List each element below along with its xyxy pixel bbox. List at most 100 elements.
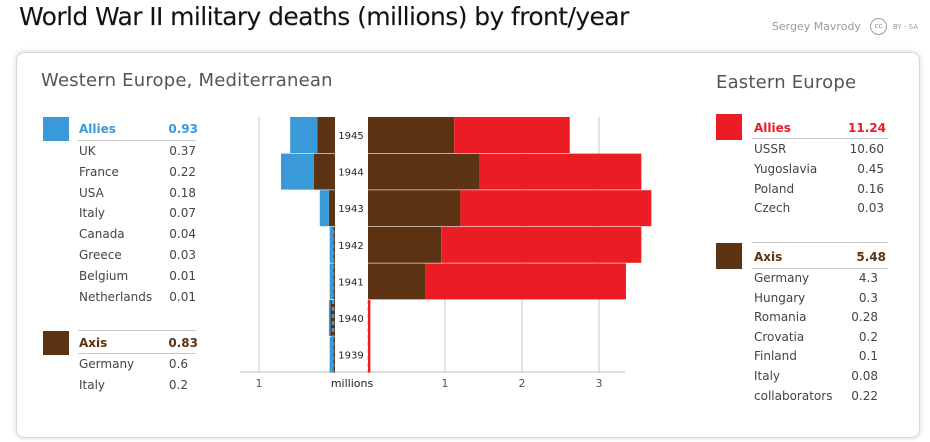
eastern-axis-row-value: 0.3 <box>858 290 878 305</box>
eastern-axis-row-value: 4.3 <box>858 271 878 285</box>
western-axis-bar-1944 <box>313 153 335 190</box>
eastern-axis-row-value: 0.1 <box>858 349 878 364</box>
western-allies-row-label: Greece <box>79 248 122 262</box>
western-allies-divider <box>78 140 196 141</box>
eastern-axis-row-value: 0.28 <box>851 310 878 325</box>
western-axis-underline <box>78 353 196 354</box>
western-axis-swatch <box>43 331 69 355</box>
western-allies-bar-1945 <box>290 117 318 153</box>
western-axis-label: Axis <box>79 336 108 350</box>
western-allies-row-label: Belgium <box>79 268 129 283</box>
license-label: BY - SA <box>892 22 918 31</box>
right-tick-label: 3 <box>596 377 603 390</box>
western-axis-total: 0.83 <box>168 336 198 350</box>
western-allies-row-value: 0.37 <box>169 144 196 158</box>
right-tick-label: 2 <box>519 377 526 390</box>
eastern-allies-row-value: 10.60 <box>849 142 884 156</box>
western-allies-bar-1940 <box>328 300 331 336</box>
western-allies-row-label: USA <box>79 185 104 200</box>
eastern-axis-row-label: Finland <box>754 349 797 364</box>
western-allies-bar-1941 <box>329 263 334 300</box>
author-name: Sergey Mavrody <box>771 20 861 33</box>
eastern-axis-row-label: Hungary <box>754 290 806 305</box>
year-label: 1939 <box>338 351 363 362</box>
western-allies-row-label: Italy <box>79 206 106 221</box>
western-axis-row-label: Germany <box>79 357 135 371</box>
year-label: 1943 <box>338 204 363 215</box>
credit: Sergey Mavrody cc BY - SA <box>772 18 918 35</box>
western-axis-bar-1939 <box>333 336 335 373</box>
eastern-allies-row-label: USSR <box>754 142 787 156</box>
western-allies-bar-1939 <box>329 336 334 373</box>
western-axis-divider <box>78 330 196 331</box>
western-allies-row-value: 0.04 <box>169 227 196 242</box>
western-allies-row-label: France <box>79 164 119 179</box>
creative-commons-icon: cc <box>869 18 887 35</box>
western-axis-bar-1945 <box>317 117 335 153</box>
eastern-axis-bar-1941 <box>368 263 426 300</box>
eastern-allies-divider <box>752 138 888 139</box>
eastern-allies-row-label: Czech <box>754 201 791 216</box>
eastern-axis-bar-1942 <box>368 226 442 263</box>
year-label: 1944 <box>338 168 363 179</box>
year-label: 1940 <box>338 314 363 325</box>
western-allies-bar-1944 <box>281 153 314 190</box>
eastern-axis-row-label: collaborators <box>754 388 833 403</box>
eastern-allies-bar-1943 <box>460 190 652 227</box>
eastern-allies-row-label: Yugoslavia <box>754 161 818 176</box>
western-axis-row-value: 0.6 <box>168 357 188 371</box>
eastern-allies-row-value: 0.16 <box>857 181 884 196</box>
eastern-allies-row-label: Poland <box>754 181 795 196</box>
eastern-axis-bar-1945 <box>368 117 455 153</box>
western-allies-swatch <box>43 117 69 141</box>
x-axis-label: millions <box>331 377 374 390</box>
western-allies-bar-1942 <box>329 226 334 263</box>
eastern-allies-swatch <box>716 114 742 140</box>
western-allies-row-label: Canada <box>79 227 125 242</box>
eastern-allies-bar-1941 <box>425 263 626 300</box>
eastern-axis-total: 5.48 <box>856 250 886 264</box>
eastern-axis-underline <box>752 268 888 269</box>
eastern-allies-row-value: 0.03 <box>857 201 884 216</box>
eastern-axis-swatch <box>716 243 742 269</box>
eastern-allies-bar-1945 <box>454 117 570 153</box>
eastern-axis-row-label: Germany <box>754 271 810 285</box>
western-allies-label: Allies <box>79 122 116 136</box>
western-allies-row-value: 0.07 <box>169 206 196 221</box>
eastern-axis-row-label: Crovatia <box>754 329 805 344</box>
eastern-allies-bar-1944 <box>479 153 642 190</box>
eastern-axis-row-label: Romania <box>754 310 807 325</box>
page-title: World War II military deaths (millions) … <box>19 2 629 31</box>
eastern-axis-bar-1944 <box>368 153 480 190</box>
eastern-axis-label: Axis <box>754 250 783 264</box>
eastern-axis-bar-1943 <box>368 190 461 227</box>
western-region-title: Western Europe, Mediterranean <box>41 70 333 91</box>
eastern-axis-row-value: 0.2 <box>858 329 878 344</box>
eastern-axis-row-value: 0.08 <box>851 369 878 383</box>
western-allies-row-value: 0.01 <box>169 289 196 304</box>
western-allies-row-value: 0.18 <box>169 185 196 200</box>
left-tick-label: 1 <box>256 377 263 390</box>
western-axis-bar-1943 <box>328 190 335 227</box>
western-allies-row-label: Netherlands <box>79 289 153 304</box>
eastern-allies-bar-1939 <box>368 336 371 373</box>
western-allies-row-value: 0.03 <box>169 248 196 262</box>
right-tick-label: 1 <box>442 377 449 390</box>
western-axis-row-value: 0.2 <box>168 378 188 392</box>
year-label: 1945 <box>338 131 363 142</box>
western-allies-row-value: 0.01 <box>169 268 196 283</box>
eastern-axis-divider <box>752 242 888 243</box>
eastern-allies-bar-1942 <box>441 226 642 263</box>
year-label: 1942 <box>338 241 363 252</box>
year-label: 1941 <box>338 277 363 288</box>
western-allies-row-value: 0.22 <box>169 164 196 179</box>
eastern-allies-total: 11.24 <box>848 121 886 135</box>
western-allies-total: 0.93 <box>168 122 198 136</box>
eastern-region-title: Eastern Europe <box>716 72 857 93</box>
eastern-allies-row-value: 0.45 <box>857 161 884 176</box>
eastern-allies-label: Allies <box>754 121 791 135</box>
western-allies-row-label: UK <box>79 144 96 158</box>
western-axis-row-label: Italy <box>79 378 106 392</box>
eastern-axis-row-value: 0.22 <box>851 388 878 403</box>
